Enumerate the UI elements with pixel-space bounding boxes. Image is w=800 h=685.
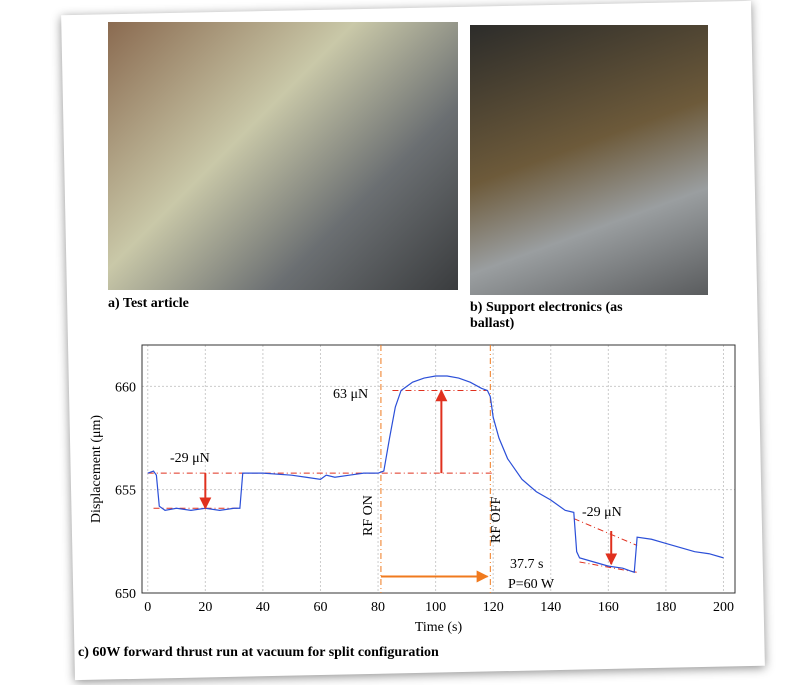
x-tick-label: 0 [144,600,151,615]
fit-line [579,561,638,573]
x-axis-label: Time (s) [415,620,463,635]
caption: a) Test article [108,296,189,311]
fit-line [573,518,638,546]
x-tick-label: 200 [713,600,734,615]
annotation: 63 μN [333,387,368,402]
y-tick-label: 655 [115,484,136,499]
caption: b) Support electronics (as ballast) [470,300,623,331]
x-tick-label: 20 [198,600,212,615]
annotation: 37.7 s [510,557,543,572]
annotation: RF OFF [489,496,504,543]
y-tick-label: 650 [115,587,136,602]
plot-frame [141,344,736,594]
x-tick-label: 40 [256,600,270,615]
photo-support-electronics [470,25,708,295]
x-tick-label: 80 [371,600,385,615]
x-tick-label: 160 [598,600,619,615]
y-tick-label: 660 [115,380,136,395]
photo-test-article [108,22,458,290]
y-axis-label: Displacement (μm) [89,415,104,524]
x-tick-label: 140 [540,600,561,615]
caption: c) 60W forward thrust run at vacuum for … [78,645,439,660]
annotation: P=60 W [508,577,555,592]
annotation: RF ON [361,495,376,536]
annotation: -29 μN [170,451,210,466]
annotation: -29 μN [582,505,622,520]
x-tick-label: 60 [313,600,327,615]
x-tick-label: 180 [655,600,676,615]
data-line [147,375,724,574]
x-tick-label: 120 [483,600,504,615]
x-tick-label: 100 [425,600,446,615]
